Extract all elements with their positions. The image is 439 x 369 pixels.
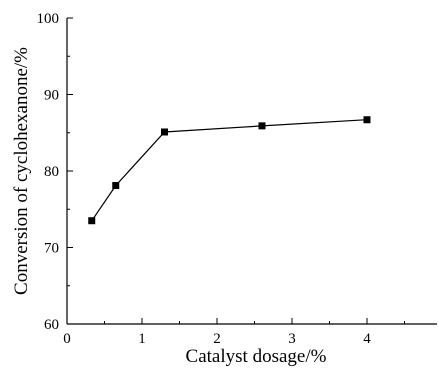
x-tick-label: 4 [363, 331, 371, 347]
data-point-marker [363, 116, 371, 124]
x-tick-label: 0 [63, 331, 71, 347]
data-point-marker [258, 122, 266, 130]
y-axis-title: Conversion of cyclohexanone/% [11, 47, 32, 295]
y-axis-ticks: 60 70 80 90 100 [37, 11, 73, 333]
series-line [91, 119, 368, 222]
data-point-marker [161, 128, 168, 136]
y-tick-label: 90 [44, 88, 59, 104]
data-series [88, 116, 371, 225]
y-tick-label: 70 [44, 241, 59, 257]
x-axis-title: Catalyst dosage/% [186, 346, 327, 367]
x-tick-label: 2 [213, 331, 221, 347]
x-tick-label: 1 [138, 331, 146, 347]
x-tick-label: 3 [288, 331, 296, 347]
y-tick-label: 80 [44, 164, 59, 180]
y-tick-label: 60 [44, 317, 59, 333]
plot-area-frame [66, 18, 437, 325]
y-tick-label: 100 [37, 11, 60, 27]
x-axis-ticks: 0 1 2 3 4 [63, 318, 405, 347]
data-point-marker [88, 217, 96, 225]
data-point-marker [112, 182, 120, 190]
